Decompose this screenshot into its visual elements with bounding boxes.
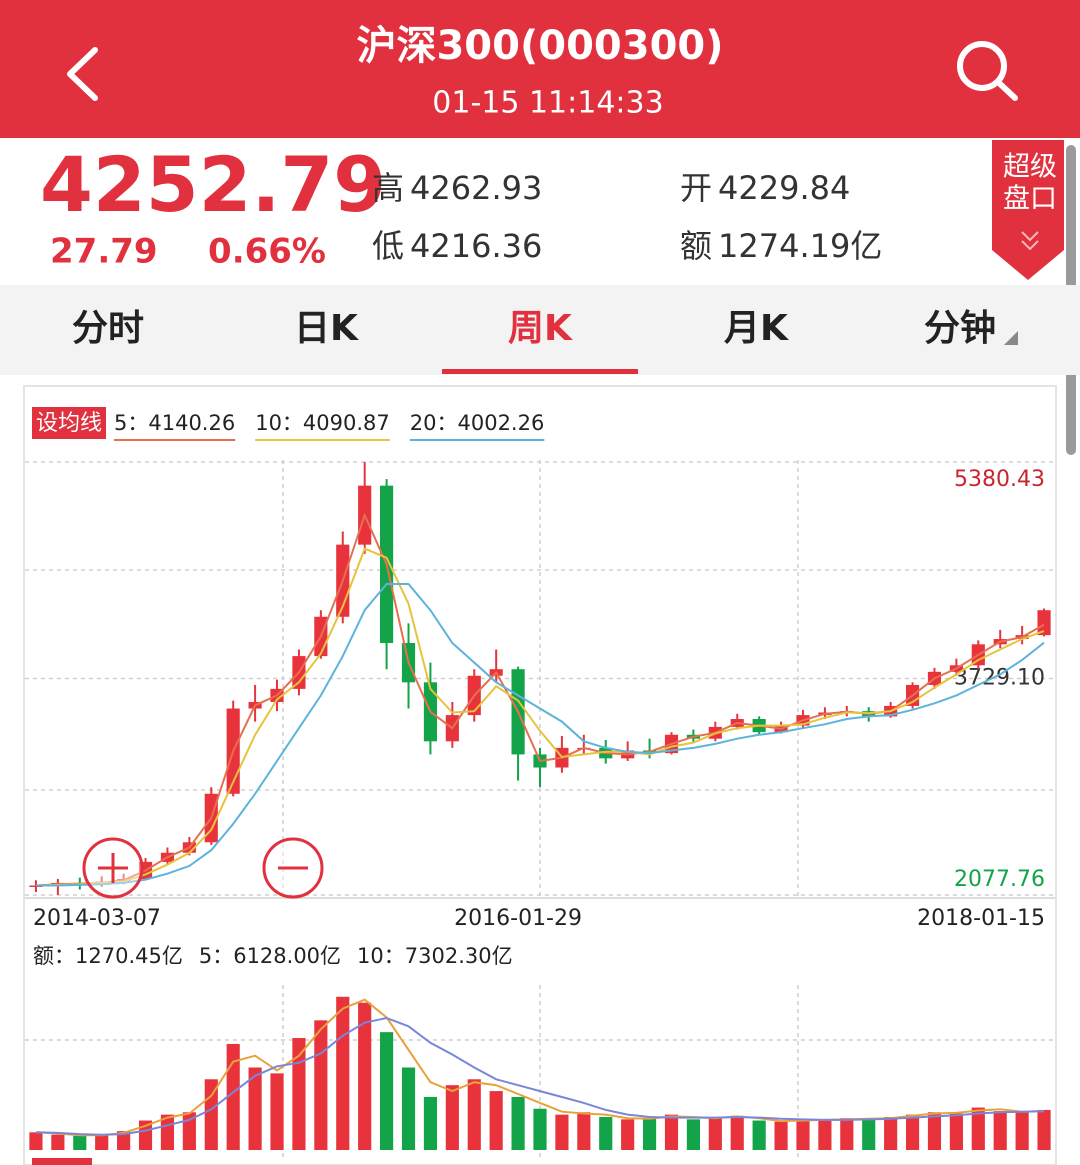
badge-text: 超级 — [1003, 152, 1057, 183]
candle-body — [29, 885, 43, 888]
volume-bar — [664, 1114, 679, 1150]
volume-bar — [993, 1111, 1007, 1150]
volume-bar — [577, 1112, 591, 1150]
badge-text: 盘口 — [1003, 184, 1057, 215]
change-percent: 0.66% — [208, 232, 326, 272]
x-tick-label: 2014-03-07 — [33, 906, 161, 931]
y-tick-label: 5380.43 — [954, 467, 1045, 492]
back-button[interactable] — [67, 47, 98, 101]
super-panel-badge[interactable]: 超级 盘口 — [992, 140, 1064, 280]
volume-bar — [117, 1131, 131, 1150]
volume-bar — [1015, 1112, 1029, 1150]
search-button[interactable] — [957, 41, 1018, 101]
low-value: 4216.36 — [410, 227, 542, 265]
volume-bar — [752, 1120, 766, 1150]
legend-label: 5：4140.26 — [114, 411, 235, 435]
volume-bar — [51, 1134, 65, 1150]
volume-bar — [226, 1043, 240, 1150]
volume-bar — [708, 1117, 722, 1150]
volume-bar — [467, 1079, 481, 1150]
volume-legend-label: 额：1270.45亿 — [33, 944, 183, 968]
volume-bar — [621, 1119, 635, 1150]
low-label: 低 — [372, 227, 404, 265]
tab[interactable]: 周K — [508, 308, 573, 349]
volume-bar — [401, 1067, 416, 1150]
volume-bar — [862, 1119, 876, 1150]
volume-bar — [73, 1135, 87, 1150]
amount-label: 额 — [680, 227, 712, 265]
x-tick-label: 2018-01-15 — [917, 906, 1045, 931]
volume-bar — [796, 1119, 810, 1150]
volume-bar — [730, 1115, 744, 1150]
bottom-tab-indicator — [32, 1158, 92, 1165]
ma-setting-label: 设均线 — [36, 411, 102, 436]
volume-bar — [423, 1096, 437, 1150]
legend-label: 20：4002.26 — [410, 411, 545, 435]
update-time: 01-15 11:14:33 — [432, 86, 663, 121]
volume-bar — [927, 1112, 942, 1150]
y-tick-label: 3729.10 — [954, 665, 1045, 690]
tab-bar — [0, 285, 1080, 375]
open-value: 4229.84 — [718, 169, 850, 207]
tab-underline — [442, 369, 638, 374]
ma-setting-button[interactable] — [32, 407, 106, 439]
stock-title: 沪深300(000300) — [356, 23, 723, 69]
volume-bar — [533, 1108, 547, 1150]
open-label: 开 — [680, 169, 712, 207]
volume-bar — [358, 1002, 372, 1150]
tab[interactable]: 分时 — [72, 308, 144, 349]
volume-bar — [555, 1114, 569, 1150]
ma-line — [36, 583, 1045, 887]
volume-bar — [599, 1117, 613, 1150]
volume-bar — [840, 1118, 854, 1150]
volume-bar — [314, 1020, 328, 1150]
volume-legend-label: 5：6128.00亿 — [199, 944, 341, 968]
volume-bar — [818, 1120, 832, 1150]
candle-body — [1037, 610, 1051, 636]
volume-legend-label: 10：7302.30亿 — [357, 944, 513, 968]
volume-bar — [270, 1073, 284, 1150]
tab[interactable]: 月K — [724, 308, 789, 349]
volume-bar — [445, 1085, 459, 1150]
volume-bar — [380, 1032, 394, 1150]
tab[interactable]: 日K — [294, 308, 359, 349]
volume-bar — [511, 1096, 525, 1150]
zoom-in-button[interactable] — [82, 837, 144, 899]
high-value: 4262.93 — [410, 169, 542, 207]
volume-bar — [774, 1121, 788, 1150]
legend-label: 10：4090.87 — [255, 411, 390, 435]
x-tick-label: 2016-01-29 — [454, 906, 582, 931]
last-price: 4252.79 — [40, 140, 386, 229]
ma-line — [35, 547, 1045, 887]
dropdown-icon — [1004, 331, 1018, 345]
volume-bar — [643, 1118, 657, 1150]
zoom-out-button[interactable] — [262, 837, 324, 899]
header-bar — [0, 0, 1080, 138]
volume-bar — [248, 1067, 262, 1150]
volume-bar — [292, 1038, 306, 1150]
tab[interactable]: 分钟 — [924, 308, 996, 349]
high-label: 高 — [372, 169, 404, 207]
volume-bar — [1037, 1109, 1051, 1150]
amount-value: 1274.19亿 — [718, 227, 882, 265]
volume-bar — [971, 1107, 985, 1150]
y-tick-label: 2077.76 — [954, 867, 1045, 892]
volume-bar — [29, 1132, 43, 1150]
volume-bar — [905, 1114, 920, 1150]
volume-bar — [204, 1079, 218, 1150]
volume-bar — [95, 1134, 109, 1150]
volume-bar — [884, 1117, 898, 1150]
volume-bar — [489, 1091, 503, 1150]
price-change: 27.79 — [50, 232, 158, 272]
volume-bar — [949, 1113, 963, 1150]
volume-bar — [686, 1119, 700, 1150]
volume-bar — [336, 996, 350, 1150]
volume-ma-line — [35, 1016, 1045, 1136]
